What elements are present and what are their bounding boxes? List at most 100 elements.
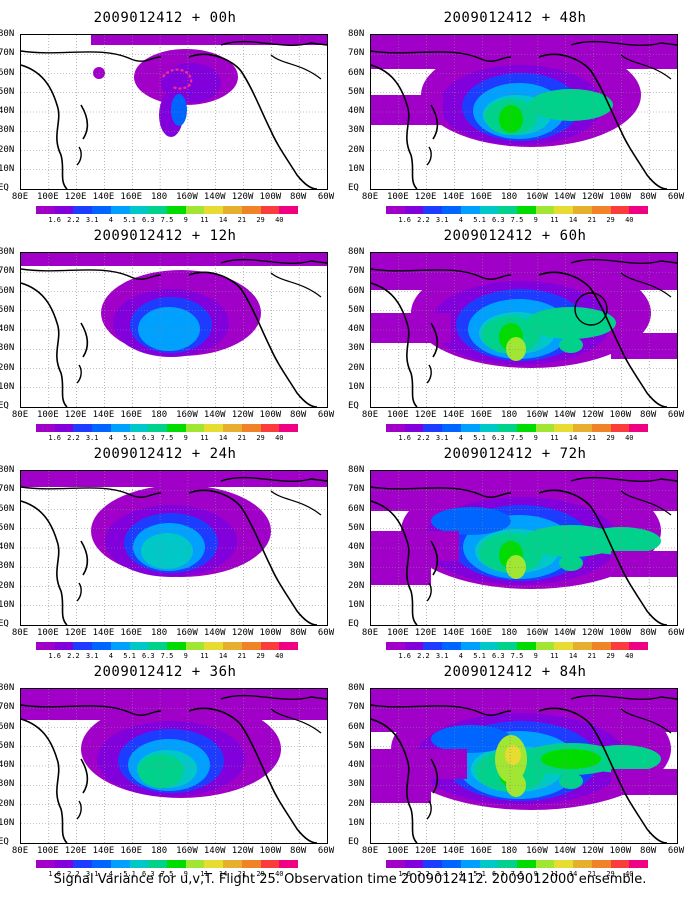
north-america-coastline (538, 53, 668, 189)
longitude-label: 160W (176, 410, 198, 420)
colorbar-level: 11 (200, 652, 209, 660)
arctic-coastline (220, 694, 327, 701)
colorbar (386, 860, 649, 868)
longitude-label: 180 (150, 192, 168, 202)
colorbar-level: 11 (200, 434, 209, 442)
colorbar-swatch (442, 206, 461, 214)
colorbar-swatch (404, 860, 424, 868)
longitude-label: 100W (609, 846, 632, 856)
panel-title: 2009012412 + 48h (443, 10, 587, 26)
longitude-label: 140E (92, 628, 115, 638)
colorbar-level: 7.5 (160, 216, 174, 224)
latitude-label: 10N (0, 381, 15, 392)
variance-contour (161, 63, 221, 103)
colorbar-level: 3.1 (435, 652, 449, 660)
japan-coastline (430, 758, 439, 794)
variance-field (371, 253, 677, 407)
north-america-coastline (188, 271, 318, 407)
colorbar-level: 5.1 (473, 870, 486, 878)
longitude-label: 80W (640, 846, 657, 856)
hudson-bay-coastline (270, 490, 322, 516)
colorbar-level: 40 (625, 652, 634, 660)
latitude-label: 10N (348, 163, 365, 174)
colorbar-swatch (92, 860, 111, 868)
latitude-label: 80N (348, 465, 365, 475)
colorbar-level: 2.2 (417, 652, 430, 660)
variance-contour (93, 67, 105, 79)
longitude-label: 100W (259, 192, 282, 202)
colorbar-level: 40 (275, 652, 284, 660)
colorbar-swatch (423, 424, 443, 432)
longitude-label: 120W (581, 628, 604, 638)
latitude-label: EQ (0, 401, 9, 411)
variance-band (371, 561, 431, 585)
longitude-label: 140E (92, 846, 115, 856)
colorbar-level: 14 (568, 434, 578, 442)
colorbar-swatch (610, 206, 630, 214)
hudson-bay-coastline (620, 272, 672, 298)
latitude-label: 20N (0, 798, 15, 809)
latitude-label: 50N (0, 522, 15, 533)
longitude-label: 100W (609, 192, 632, 202)
north-america-coastline (538, 271, 668, 407)
latitude-label: 60N (348, 67, 365, 78)
colorbar-swatch (223, 860, 242, 868)
longitude-label: 160E (470, 628, 493, 638)
colorbar-level: 7.5 (160, 652, 174, 660)
longitude-label: 60W (667, 628, 685, 638)
colorbar-swatch (535, 642, 555, 650)
colorbar-level: 29 (606, 870, 615, 878)
variance-field (371, 471, 677, 625)
colorbar-swatch (404, 642, 424, 650)
longitude-label: 180 (150, 628, 168, 638)
north-america-coastline (188, 489, 318, 625)
latitude-label: 80N (0, 465, 15, 475)
panel-title: 2009012412 + 60h (443, 228, 587, 244)
observation-track (162, 68, 193, 90)
colorbar-level: 6.3 (491, 870, 505, 878)
colorbar-level: 9 (533, 652, 538, 660)
longitude-label: 160W (176, 628, 198, 638)
longitude-label: 120W (231, 628, 254, 638)
colorbar (36, 860, 299, 868)
colorbar-swatch (148, 424, 168, 432)
colorbar-swatch (36, 860, 55, 868)
arctic-coastline (220, 258, 327, 265)
colorbar-swatch (110, 424, 130, 432)
asia-coastline (371, 64, 418, 189)
colorbar-level: 5.1 (123, 216, 136, 224)
latitude-label: 20N (0, 144, 15, 155)
colorbar-swatch (573, 642, 592, 650)
siberia-coastline (371, 704, 512, 716)
variance-contour (529, 89, 613, 121)
colorbar-swatch (92, 424, 111, 432)
longitude-label: 100E (36, 846, 59, 856)
longitude-label: 80W (290, 410, 307, 420)
variance-map (370, 34, 678, 190)
colorbar-swatch (204, 642, 224, 650)
colorbar-swatch (610, 424, 630, 432)
colorbar-swatch (260, 424, 280, 432)
colorbar-level: 4 (458, 434, 463, 442)
variance-band (91, 35, 327, 45)
asia-coastline (371, 718, 418, 843)
colorbar-swatch (167, 642, 186, 650)
hudson-bay-coastline (270, 272, 322, 298)
colorbar-level: 5.1 (473, 434, 486, 442)
colorbar-swatch (535, 424, 555, 432)
colorbar-swatch (73, 860, 93, 868)
colorbar-level: 1.6 (48, 216, 62, 224)
arctic-coastline (570, 476, 677, 483)
colorbar-level: 6.3 (141, 870, 155, 878)
colorbar-level: 21 (587, 434, 597, 442)
colorbar-swatch (223, 424, 242, 432)
asia-coastline (21, 282, 68, 407)
colorbar-swatch (185, 424, 205, 432)
variance-band (371, 95, 443, 125)
siberia-coastline (371, 50, 512, 62)
longitude-label: 140W (203, 846, 226, 856)
colorbar-level: 3.1 (85, 652, 99, 660)
japan-coastline (80, 104, 89, 140)
colorbar-swatch (129, 424, 149, 432)
japan-coastline (430, 104, 439, 140)
